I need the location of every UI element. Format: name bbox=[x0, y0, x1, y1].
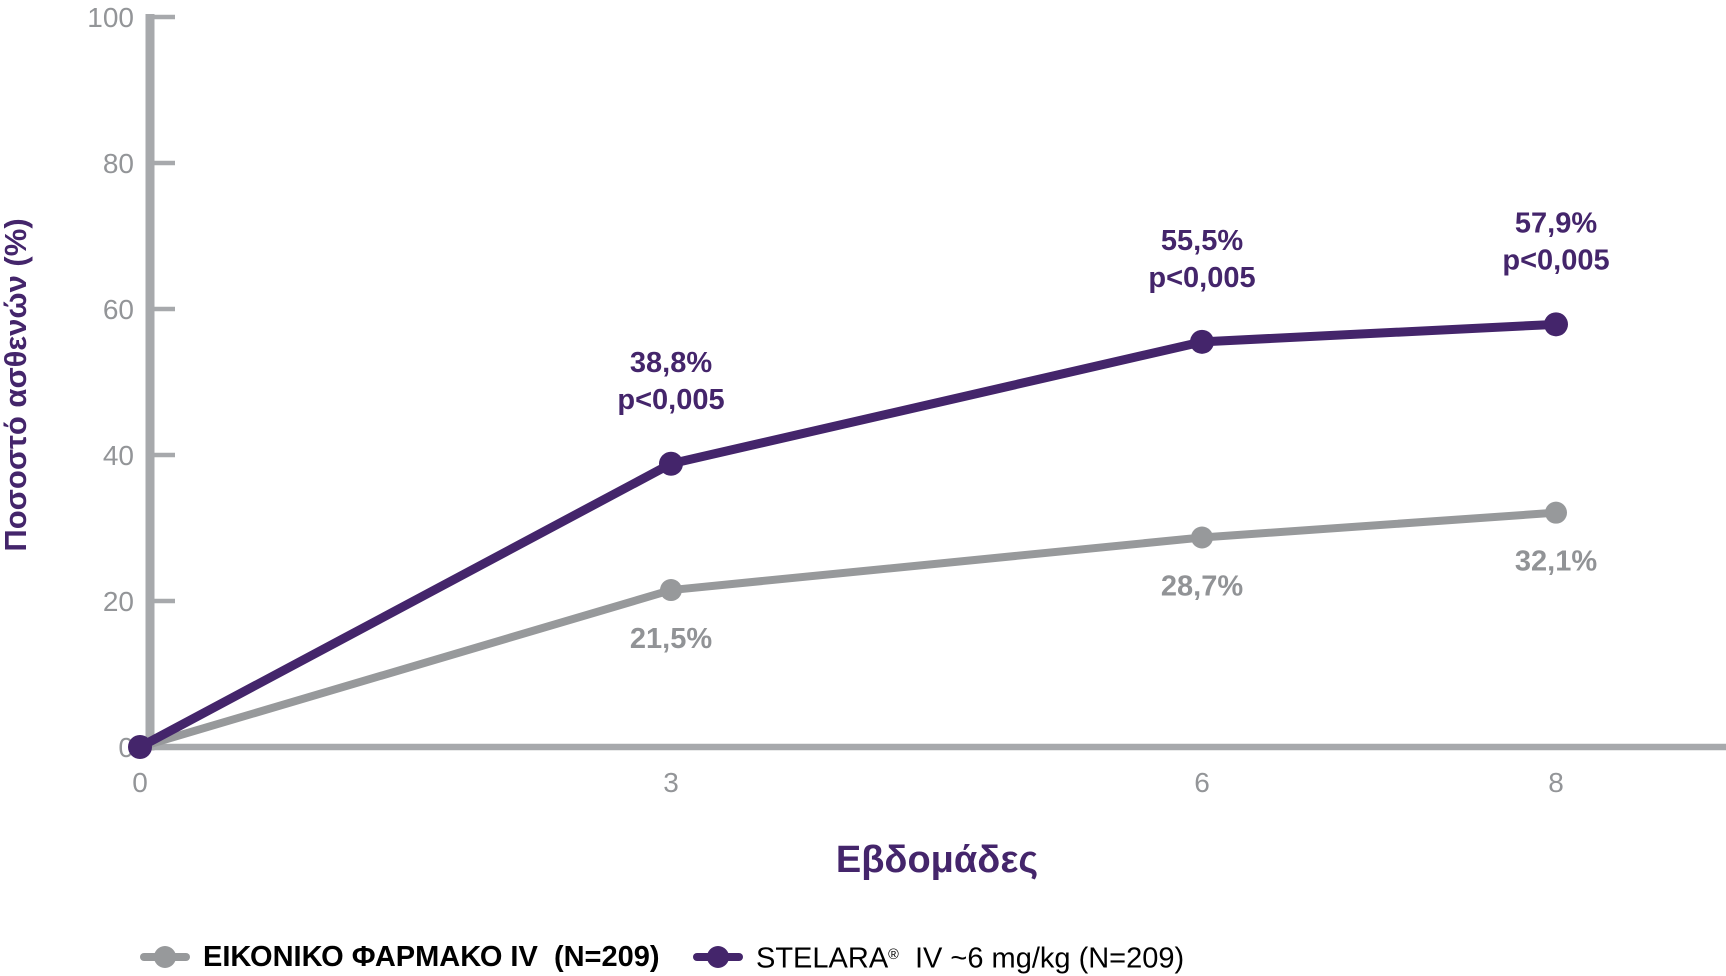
series-line-stelara bbox=[137, 319, 1557, 751]
data-point-placebo-week-8 bbox=[1545, 501, 1567, 524]
data-point-stelara-week-0 bbox=[128, 735, 152, 759]
y-tick-label: 80 bbox=[103, 148, 134, 179]
point-value-label: 21,5% bbox=[630, 623, 712, 655]
data-point-stelara-week-6 bbox=[1190, 329, 1214, 354]
y-tick-label: 60 bbox=[103, 294, 134, 325]
axes: 0 20 40 60 80 100 0 3 6 8 bbox=[87, 2, 1726, 798]
p-value-label: p<0,005 bbox=[1502, 244, 1609, 276]
data-point-placebo-week-3 bbox=[660, 579, 682, 602]
point-annotations: 21,5% 28,7% 32,1% 38,8% p<0,005 55,5% p<0,005 5… bbox=[617, 207, 1609, 655]
y-axis-title: Ποσοστό ασθενών (%) bbox=[0, 218, 33, 551]
data-point-placebo-week-6 bbox=[1191, 526, 1213, 549]
y-tick-label: 20 bbox=[103, 586, 134, 617]
p-value-label: p<0,005 bbox=[617, 384, 724, 416]
y-tick-label: 100 bbox=[87, 2, 134, 33]
y-tick-label: 40 bbox=[103, 440, 134, 471]
x-tick-label: 3 bbox=[663, 767, 679, 798]
y-tick-label: 0 bbox=[118, 732, 134, 763]
x-tick-label: 8 bbox=[1548, 767, 1564, 798]
series-line-placebo bbox=[138, 508, 1557, 751]
point-value-label: 32,1% bbox=[1515, 546, 1597, 578]
series-lines bbox=[137, 319, 1557, 751]
x-tick-label: 6 bbox=[1194, 767, 1210, 798]
x-axis-title: Εβδομάδες bbox=[836, 839, 1038, 881]
x-tick-label: 0 bbox=[132, 767, 148, 798]
data-point-stelara-week-3 bbox=[659, 451, 683, 476]
p-value-label: p<0,005 bbox=[1148, 262, 1255, 294]
point-value-label: 55,5% bbox=[1161, 225, 1243, 257]
point-value-label: 57,9% bbox=[1515, 207, 1597, 239]
point-value-label: 38,8% bbox=[630, 347, 712, 379]
data-point-stelara-week-8 bbox=[1544, 312, 1568, 337]
data-points bbox=[128, 312, 1568, 759]
point-value-label: 28,7% bbox=[1161, 570, 1243, 602]
